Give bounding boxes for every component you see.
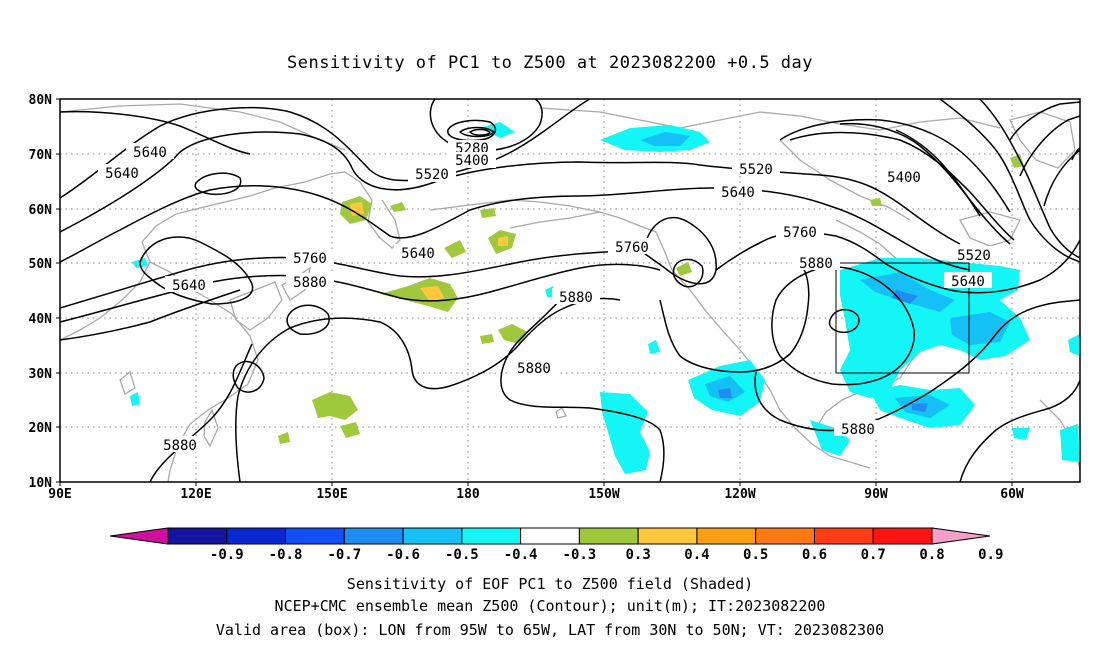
colorbar-segment xyxy=(520,527,580,545)
colorbar-label: 0.9 xyxy=(978,547,1003,563)
colorbar-segment xyxy=(578,527,639,545)
lon-label: 180 xyxy=(456,487,480,502)
colorbar-segment xyxy=(461,527,522,545)
contour-label: 5880 xyxy=(163,438,197,454)
lat-label: 40N xyxy=(29,312,53,327)
colorbar-segment xyxy=(167,527,228,545)
contour-label: 5760 xyxy=(293,251,327,267)
longitude-labels: 90E 120E 150E 180 150W 120W 90W 60W xyxy=(48,487,1024,502)
contour-label: 5640 xyxy=(133,145,167,161)
caption-line-1: Sensitivity of EOF PC1 to Z500 field (Sh… xyxy=(347,575,753,593)
contour-label: 5880 xyxy=(517,361,551,377)
colorbar-segment xyxy=(343,527,404,545)
lon-label: 90E xyxy=(48,487,71,502)
contour-label: 5520 xyxy=(415,167,449,183)
contour-label: 5880 xyxy=(841,422,875,438)
lat-label: 20N xyxy=(29,421,53,436)
plot-frame xyxy=(59,98,1081,483)
z500-contours xyxy=(60,99,1080,482)
colorbar-segment xyxy=(226,527,287,545)
lat-label: 80N xyxy=(29,93,53,108)
contour-label: 5760 xyxy=(615,240,649,256)
colorbar-label: 0.7 xyxy=(861,547,886,563)
contour-label: 5520 xyxy=(739,162,773,178)
contour-label: 5640 xyxy=(721,185,755,201)
colorbar-segment xyxy=(872,527,933,545)
lon-label: 90W xyxy=(864,487,888,502)
colorbar-label: -0.5 xyxy=(445,547,479,563)
colorbar-segment xyxy=(637,527,698,545)
colorbar-label: -0.7 xyxy=(327,547,361,563)
colorbar-segment xyxy=(813,527,874,545)
colorbar-arrow-left xyxy=(109,527,169,545)
colorbar-label: -0.6 xyxy=(386,547,420,563)
colorbar-segment xyxy=(285,527,345,545)
colorbar-segment xyxy=(402,527,463,545)
lat-label: 60N xyxy=(29,203,53,218)
colorbar-label: -0.9 xyxy=(210,547,244,563)
colorbar-label: 0.6 xyxy=(802,547,827,563)
lon-label: 60W xyxy=(1000,487,1024,502)
colorbar-label: 0.5 xyxy=(743,547,768,563)
map-title: Sensitivity of PC1 to Z500 at 2023082200… xyxy=(287,53,813,73)
contour-label: 5640 xyxy=(951,274,985,290)
contour-label: 5520 xyxy=(957,248,991,264)
colorbar-label: -0.4 xyxy=(504,547,538,563)
lon-label: 150E xyxy=(316,487,347,502)
valid-area-box xyxy=(835,262,970,374)
plot-area: 5640 5640 5640 5280 5400 5520 5520 5640 … xyxy=(56,98,1081,486)
colorbar-label: 0.3 xyxy=(626,547,651,563)
lon-label: 150W xyxy=(588,487,619,502)
tick-marks xyxy=(56,98,1013,486)
contour-label: 5640 xyxy=(105,166,139,182)
contour-label: 5640 xyxy=(172,278,206,294)
colorbar-label: -0.3 xyxy=(563,547,597,563)
lon-label: 120W xyxy=(724,487,755,502)
lat-label: 70N xyxy=(29,148,53,163)
lat-label: 50N xyxy=(29,257,53,272)
contour-label: 5880 xyxy=(799,256,833,272)
contour-label: 5640 xyxy=(401,246,435,262)
colorbar-segment xyxy=(696,527,757,545)
lat-label: 30N xyxy=(29,367,53,382)
latitude-labels: 80N 70N 60N 50N 40N 30N 20N 10N xyxy=(29,93,53,491)
contour-labels: 5640 5640 5640 5280 5400 5520 5520 5640 … xyxy=(98,140,998,454)
colorbar-label: 0.8 xyxy=(919,547,944,563)
caption-line-3: Valid area (box): LON from 95W to 65W, L… xyxy=(216,621,884,639)
contour-label: 5880 xyxy=(293,275,327,291)
contour-label: 5760 xyxy=(783,225,817,241)
colorbar-segment xyxy=(755,527,815,545)
contour-label: 5400 xyxy=(455,153,489,169)
contour-label: 5880 xyxy=(559,290,593,306)
colorbar-label: -0.8 xyxy=(269,547,303,563)
caption-line-2: NCEP+CMC ensemble mean Z500 (Contour); u… xyxy=(275,597,826,615)
lon-label: 120E xyxy=(180,487,211,502)
lat-label: 10N xyxy=(29,476,53,491)
contour-label: 5400 xyxy=(887,170,921,186)
colorbar-label: 0.4 xyxy=(684,547,709,563)
colorbar-arrow-right xyxy=(931,527,991,545)
colorbar: -0.9 -0.8 -0.7 -0.6 -0.5 -0.4 -0.3 0.3 0.4 0.5 0.6… xyxy=(109,527,1003,563)
